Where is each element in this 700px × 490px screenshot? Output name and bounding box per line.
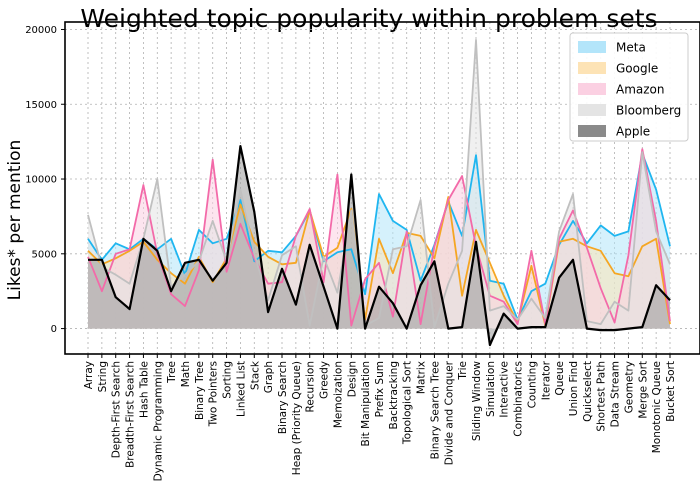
x-tick-label: Two Pointers: [208, 361, 220, 427]
line-bloomberg: [87, 39, 671, 328]
x-tick-label: Linked List: [235, 361, 247, 417]
x-tick-label: Sliding Window: [471, 361, 483, 442]
x-tick-label: Breadth-First Search: [125, 361, 137, 468]
legend: Meta Google Amazon Bloomberg Apple: [569, 32, 689, 142]
y-tick-label: 20000: [25, 25, 57, 36]
x-tick-label: Binary Search Tree: [429, 361, 441, 459]
legend-swatch-bloomberg: [578, 104, 606, 116]
legend-swatch-meta: [578, 41, 606, 53]
legend-label-bloomberg: Bloomberg: [616, 104, 681, 118]
line-google: [87, 196, 671, 327]
y-tick-label: 5000: [32, 249, 57, 260]
legend-swatch-amazon: [578, 83, 606, 95]
x-tick-label: Design: [346, 361, 358, 397]
line-amazon: [87, 148, 671, 327]
x-tick-label: Prefix Sum: [374, 361, 386, 417]
x-tick-labels: Array String Depth-First Search Breadth-Fir…: [83, 354, 677, 481]
x-tick-label: Hash Table: [138, 361, 150, 418]
x-tick-label: Memoization: [332, 361, 344, 428]
chart-title: Weighted topic popularity within problem…: [80, 4, 657, 33]
x-tick-label: Geometry: [623, 361, 635, 413]
x-tick-label: Math: [180, 361, 192, 387]
x-tick-label: Binary Search: [277, 361, 289, 434]
x-tick-label: Dynamic Programming: [152, 361, 164, 481]
x-tick-label: Recursion: [305, 361, 317, 413]
y-tick-label: 0: [51, 324, 57, 335]
x-tick-label: Union Find: [568, 361, 580, 416]
x-tick-label: Combinatorics: [513, 361, 525, 437]
x-tick-label: Quickselect: [582, 361, 594, 422]
x-tick-label: Array: [83, 361, 95, 389]
x-tick-label: Interactive: [499, 361, 511, 418]
plot-frame: [64, 21, 700, 355]
area-apple: [88, 146, 670, 345]
x-tick-label: Data Stream: [610, 361, 622, 427]
x-tick-label: Binary Tree: [194, 361, 206, 420]
x-tick-label: Stack: [249, 360, 261, 390]
x-tick-label: Trie: [457, 361, 469, 381]
y-tick-labels: 0 5000 10000 15000 20000: [25, 25, 65, 335]
x-tick-label: Backtracking: [388, 361, 400, 429]
x-tick-label: Tree: [166, 361, 178, 384]
x-tick-label: Simulation: [485, 361, 497, 417]
x-tick-label: Greedy: [319, 361, 331, 399]
legend-label-apple: Apple: [616, 125, 650, 139]
x-tick-label: Counting: [526, 361, 538, 408]
x-tick-label: Depth-First Search: [111, 361, 123, 458]
x-tick-label: Iterator: [540, 360, 552, 400]
x-tick-label: Queue: [554, 361, 566, 396]
legend-swatch-apple: [578, 125, 606, 137]
line-apple: [88, 145, 671, 347]
y-tick-label: 10000: [25, 175, 57, 186]
x-tick-label: Monotonic Queue: [651, 361, 663, 453]
legend-label-meta: Meta: [616, 41, 646, 55]
y-axis-label: Likes* per mention: [5, 140, 25, 301]
x-tick-label: Graph: [263, 361, 275, 393]
y-tick-label: 15000: [25, 100, 57, 111]
series-lines: [87, 39, 671, 347]
x-tick-label: Merge Sort: [637, 361, 649, 419]
x-tick-label: Shortest Path: [596, 361, 608, 432]
x-tick-label: String: [97, 361, 109, 392]
x-tick-label: Bucket Sort: [665, 361, 677, 422]
x-tick-label: Divide and Conquer: [443, 360, 455, 465]
legend-swatch-google: [578, 62, 606, 74]
x-tick-label: Matrix: [416, 361, 428, 394]
legend-label-amazon: Amazon: [616, 83, 665, 97]
x-tick-label: Topological Sort: [402, 361, 414, 445]
legend-label-google: Google: [616, 62, 658, 76]
x-tick-label: Sorting: [222, 361, 234, 399]
x-tick-label: Heap (Priority Queue): [291, 361, 303, 475]
x-tick-label: Bit Manipulation: [360, 361, 372, 446]
